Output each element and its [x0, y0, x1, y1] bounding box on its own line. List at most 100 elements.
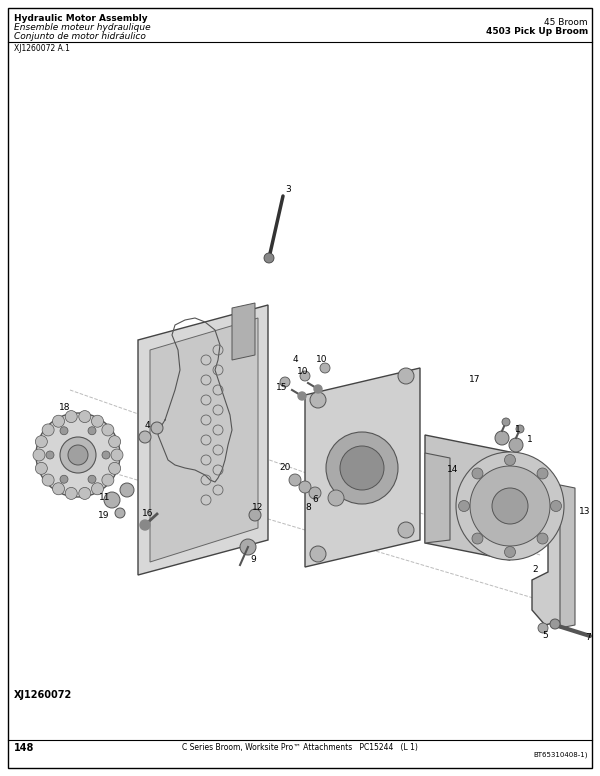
Text: 7: 7	[585, 632, 591, 642]
Circle shape	[516, 425, 524, 433]
Circle shape	[505, 455, 515, 466]
Text: 15: 15	[276, 383, 288, 393]
Circle shape	[60, 427, 68, 435]
Circle shape	[120, 483, 134, 497]
Text: 45 Broom: 45 Broom	[544, 18, 588, 27]
Text: 4: 4	[292, 355, 298, 365]
Circle shape	[65, 411, 77, 423]
Text: 11: 11	[99, 494, 111, 503]
Text: 148: 148	[14, 743, 34, 753]
Circle shape	[53, 483, 65, 495]
Circle shape	[52, 415, 64, 428]
Circle shape	[79, 411, 91, 423]
Circle shape	[88, 475, 96, 483]
Circle shape	[79, 487, 91, 500]
Text: 20: 20	[280, 463, 290, 473]
Polygon shape	[425, 453, 450, 543]
Circle shape	[36, 413, 120, 497]
Text: 8: 8	[305, 504, 311, 512]
Polygon shape	[305, 368, 420, 567]
Circle shape	[537, 533, 548, 544]
Circle shape	[551, 501, 562, 511]
Circle shape	[102, 424, 114, 436]
Circle shape	[538, 623, 548, 633]
Circle shape	[309, 487, 321, 499]
Text: 4503 Pick Up Broom: 4503 Pick Up Broom	[486, 27, 588, 36]
Circle shape	[102, 474, 114, 486]
Circle shape	[151, 422, 163, 434]
Circle shape	[35, 462, 47, 474]
Text: 6: 6	[312, 496, 318, 504]
Text: 4: 4	[144, 421, 150, 429]
Text: 1: 1	[527, 435, 533, 445]
Text: BT65310408-1): BT65310408-1)	[533, 752, 588, 758]
Circle shape	[298, 392, 306, 400]
Circle shape	[509, 438, 523, 452]
Text: XJ1260072: XJ1260072	[14, 690, 72, 700]
Circle shape	[240, 539, 256, 555]
Circle shape	[60, 437, 96, 473]
Circle shape	[104, 492, 120, 508]
Polygon shape	[232, 303, 255, 360]
Circle shape	[472, 468, 483, 479]
Text: 18: 18	[59, 404, 71, 413]
Circle shape	[115, 508, 125, 518]
Text: 10: 10	[316, 355, 328, 365]
Circle shape	[314, 385, 322, 393]
Circle shape	[328, 490, 344, 506]
Circle shape	[60, 475, 68, 483]
Circle shape	[289, 474, 301, 486]
Circle shape	[299, 481, 311, 493]
Circle shape	[68, 445, 88, 465]
Text: Hydraulic Motor Assembly: Hydraulic Motor Assembly	[14, 14, 148, 23]
Circle shape	[300, 371, 310, 381]
Circle shape	[46, 451, 54, 459]
Circle shape	[340, 446, 384, 490]
Circle shape	[398, 368, 414, 384]
Polygon shape	[425, 435, 510, 560]
Circle shape	[470, 466, 550, 546]
Circle shape	[280, 377, 290, 387]
Circle shape	[139, 431, 151, 443]
Circle shape	[42, 424, 54, 436]
Polygon shape	[138, 305, 268, 575]
Circle shape	[495, 431, 509, 445]
Circle shape	[320, 363, 330, 373]
Circle shape	[249, 509, 261, 521]
Circle shape	[33, 449, 45, 461]
Polygon shape	[532, 490, 565, 625]
Text: 19: 19	[98, 511, 110, 519]
Circle shape	[264, 253, 274, 263]
Circle shape	[550, 619, 560, 629]
Circle shape	[102, 451, 110, 459]
Circle shape	[111, 449, 123, 461]
Text: 5: 5	[542, 630, 548, 639]
Text: 1: 1	[515, 425, 521, 435]
Text: 9: 9	[250, 556, 256, 564]
Circle shape	[140, 520, 150, 530]
Circle shape	[91, 415, 104, 428]
Circle shape	[91, 483, 104, 495]
Text: 16: 16	[142, 508, 154, 518]
Circle shape	[456, 452, 564, 560]
Text: XJ1260072 A.1: XJ1260072 A.1	[14, 44, 70, 53]
Circle shape	[109, 435, 121, 448]
Polygon shape	[150, 318, 258, 562]
Circle shape	[502, 418, 510, 426]
Circle shape	[88, 427, 96, 435]
Circle shape	[310, 392, 326, 408]
Circle shape	[35, 435, 47, 448]
Text: Conjunto de motor hidráulico: Conjunto de motor hidráulico	[14, 32, 146, 41]
Text: 2: 2	[532, 566, 538, 574]
Circle shape	[505, 546, 515, 557]
Circle shape	[458, 501, 470, 511]
Text: 10: 10	[297, 368, 309, 376]
Text: 3: 3	[285, 185, 291, 195]
Circle shape	[65, 487, 77, 500]
Circle shape	[492, 488, 528, 524]
Circle shape	[326, 432, 398, 504]
Circle shape	[537, 468, 548, 479]
Text: 14: 14	[448, 466, 458, 474]
Circle shape	[398, 522, 414, 538]
Text: 17: 17	[469, 376, 481, 384]
